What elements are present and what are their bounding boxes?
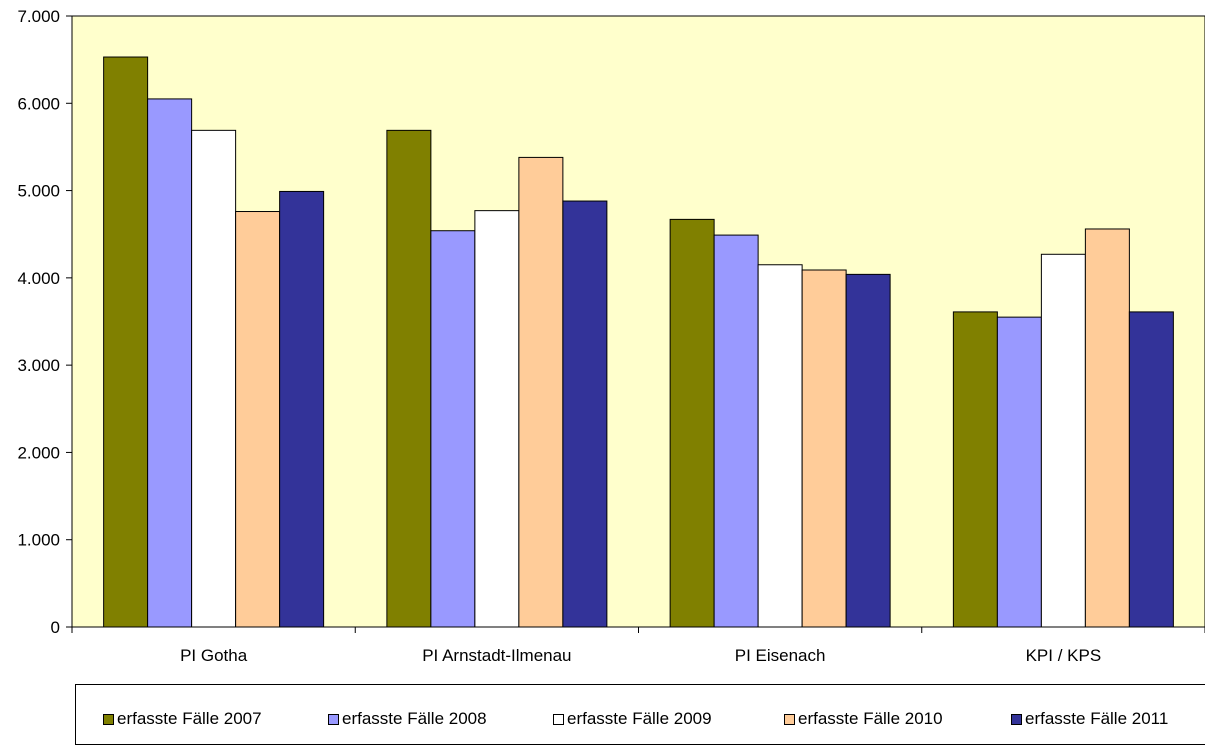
legend-swatch-icon	[328, 713, 339, 725]
bar	[430, 230, 476, 628]
y-tick-label: 0	[51, 618, 60, 637]
legend-item-2007: erfasste Fälle 2007	[103, 709, 262, 729]
bar	[279, 190, 325, 628]
x-tick-label: KPI / KPS	[1026, 646, 1102, 665]
y-tick-label: 5.000	[17, 182, 60, 201]
x-tick-label: PI Eisenach	[735, 646, 826, 665]
bar	[518, 156, 564, 628]
legend-label: erfasste Fälle 2009	[567, 709, 712, 728]
legend-label: erfasste Fälle 2008	[342, 709, 487, 728]
y-tick-label: 1.000	[17, 531, 60, 550]
legend-item-2010: erfasste Fälle 2010	[784, 709, 943, 729]
bar	[1084, 228, 1130, 628]
bar	[1040, 253, 1086, 628]
legend-swatch-icon	[553, 713, 564, 725]
bar	[562, 200, 608, 628]
y-axis: 0 1.000 2.000 3.000 4.000 5.000 6.000 7.000	[17, 7, 73, 637]
bar	[235, 211, 281, 628]
y-tick-label: 6.000	[17, 94, 60, 113]
bar	[1128, 311, 1174, 628]
legend-swatch-icon	[784, 713, 795, 725]
bar	[669, 218, 715, 628]
x-tick-label: PI Arnstadt-Ilmenau	[422, 646, 571, 665]
legend-swatch-icon	[103, 713, 114, 725]
legend: erfasste Fälle 2007 erfasste Fälle 2008 …	[75, 684, 1205, 745]
legend-item-2008: erfasste Fälle 2008	[328, 709, 487, 729]
bar	[103, 56, 149, 628]
y-tick-label: 3.000	[17, 356, 60, 375]
bar	[801, 269, 847, 628]
legend-swatch-icon	[1011, 713, 1022, 725]
legend-item-2009: erfasste Fälle 2009	[553, 709, 712, 729]
bar	[996, 316, 1042, 628]
legend-label: erfasste Fälle 2007	[117, 709, 262, 728]
y-tick-label: 7.000	[17, 7, 60, 26]
bar	[713, 234, 759, 628]
bar	[191, 129, 237, 628]
legend-label: erfasste Fälle 2011	[1025, 709, 1169, 728]
y-tick-label: 2.000	[17, 443, 60, 462]
bar	[474, 210, 520, 628]
y-tick-label: 4.000	[17, 269, 60, 288]
bar	[147, 98, 193, 628]
bar	[757, 264, 803, 628]
bar-chart: 0 1.000 2.000 3.000 4.000 5.000 6.000 7.000 PI …	[17, 7, 1205, 665]
bars-group	[103, 56, 1174, 628]
bar	[952, 311, 998, 628]
bar	[845, 273, 891, 628]
x-tick-label: PI Gotha	[180, 646, 248, 665]
legend-item-2011: erfasste Fälle 2011	[1011, 709, 1168, 729]
legend-label: erfasste Fälle 2010	[798, 709, 943, 728]
x-axis: PI Gotha PI Arnstadt-Ilmenau PI Eisenach KP…	[71, 626, 1205, 665]
bar	[386, 129, 432, 628]
